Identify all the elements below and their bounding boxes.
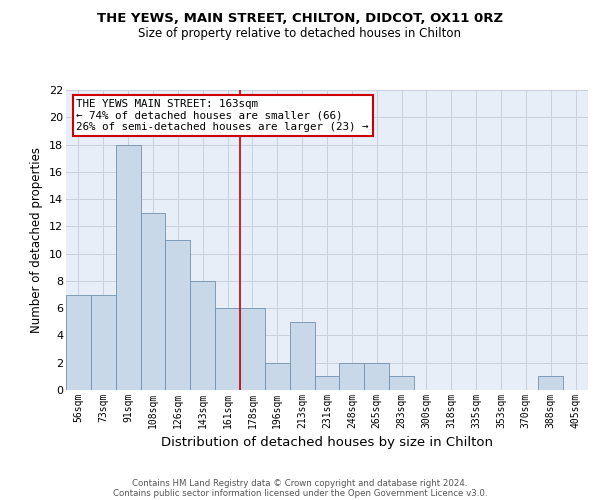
Bar — [314, 376, 340, 390]
Text: Contains HM Land Registry data © Crown copyright and database right 2024.: Contains HM Land Registry data © Crown c… — [132, 478, 468, 488]
Bar — [538, 376, 563, 390]
Text: THE YEWS MAIN STREET: 163sqm
← 74% of detached houses are smaller (66)
26% of se: THE YEWS MAIN STREET: 163sqm ← 74% of de… — [76, 99, 369, 132]
Bar — [140, 212, 166, 390]
Bar — [364, 362, 389, 390]
Bar — [240, 308, 265, 390]
Bar — [190, 281, 215, 390]
Text: Contains public sector information licensed under the Open Government Licence v3: Contains public sector information licen… — [113, 488, 487, 498]
Text: THE YEWS, MAIN STREET, CHILTON, DIDCOT, OX11 0RZ: THE YEWS, MAIN STREET, CHILTON, DIDCOT, … — [97, 12, 503, 26]
Text: Size of property relative to detached houses in Chilton: Size of property relative to detached ho… — [139, 28, 461, 40]
Bar — [290, 322, 314, 390]
Bar — [116, 144, 140, 390]
Bar — [91, 294, 116, 390]
Bar — [66, 294, 91, 390]
Bar — [265, 362, 290, 390]
Bar — [166, 240, 190, 390]
Bar — [215, 308, 240, 390]
Bar — [389, 376, 414, 390]
X-axis label: Distribution of detached houses by size in Chilton: Distribution of detached houses by size … — [161, 436, 493, 450]
Bar — [340, 362, 364, 390]
Y-axis label: Number of detached properties: Number of detached properties — [31, 147, 43, 333]
